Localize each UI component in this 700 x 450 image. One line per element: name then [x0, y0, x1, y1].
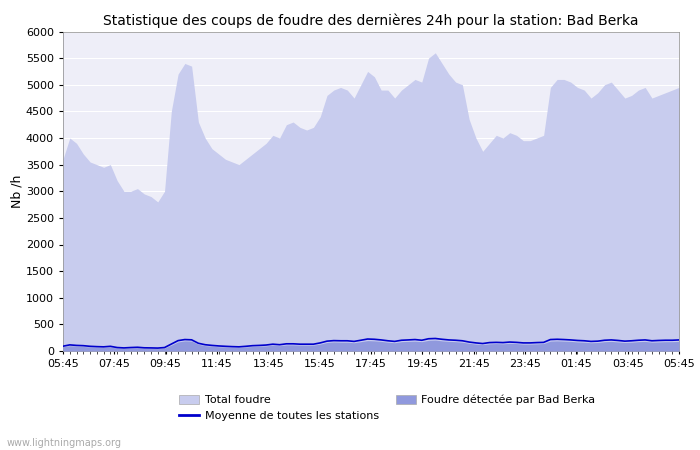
Legend: Total foudre, Moyenne de toutes les stations, Foudre détectée par Bad Berka: Total foudre, Moyenne de toutes les stat…: [179, 395, 596, 421]
Text: www.lightningmaps.org: www.lightningmaps.org: [7, 438, 122, 448]
Title: Statistique des coups de foudre des dernières 24h pour la station: Bad Berka: Statistique des coups de foudre des dern…: [104, 13, 638, 27]
Y-axis label: Nb /h: Nb /h: [10, 175, 23, 208]
